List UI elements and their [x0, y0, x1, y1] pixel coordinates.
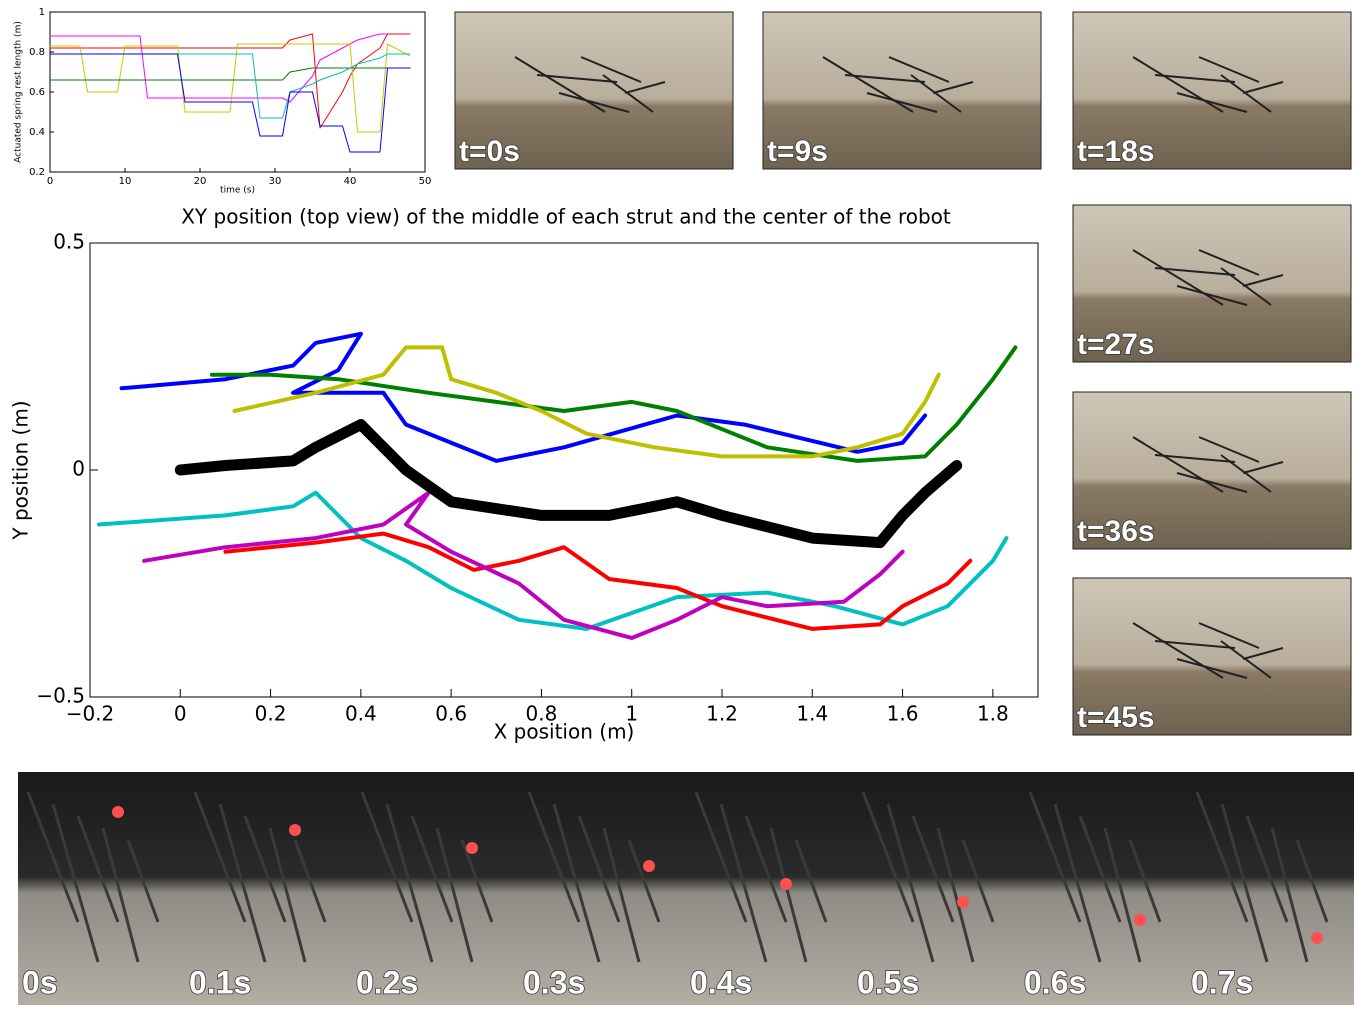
y-tick-label: 0.6	[29, 87, 45, 98]
x-axis-label: time (s)	[220, 186, 255, 196]
x-tick-label: 1.4	[796, 702, 828, 726]
x-tick-label: 0.6	[435, 702, 467, 726]
series-line	[122, 334, 926, 461]
x-tick-label: 20	[194, 176, 207, 187]
frame-label: 0.4s	[690, 964, 752, 1000]
marker	[1134, 914, 1146, 926]
frame-label: 0.7s	[1191, 964, 1253, 1000]
y-tick-label: 0.5	[53, 230, 85, 254]
y-tick-label: 0.8	[29, 47, 45, 58]
x-tick-label: 1.8	[977, 702, 1009, 726]
photo-label: t=27s	[1077, 328, 1155, 361]
y-tick-label: 0	[72, 457, 85, 481]
marker	[289, 824, 301, 836]
x-tick-label: 50	[419, 176, 432, 187]
chart-title: XY position (top view) of the middle of …	[181, 205, 951, 229]
figure: 0 10 20 30 40 50 0.2 0.4 0.6 0.8 1 time (s) Actuated…	[0, 0, 1354, 1005]
marker	[466, 842, 478, 854]
x-tick-label: 30	[269, 176, 282, 187]
frame-label: 0.2s	[356, 964, 418, 1000]
y-tick-label: 0.4	[29, 127, 45, 138]
y-tick-label: 1	[39, 7, 45, 18]
frame-label: 0s	[22, 964, 58, 1000]
x-tick-label: 10	[119, 176, 132, 187]
x-tick-label: 0	[174, 702, 187, 726]
series-line	[50, 54, 410, 152]
marker	[957, 896, 969, 908]
x-tick-label: 0.4	[345, 702, 377, 726]
marker	[780, 878, 792, 890]
series-line	[180, 425, 956, 543]
y-tick-label: −0.5	[36, 684, 85, 708]
x-tick-label: 1.2	[706, 702, 738, 726]
marker	[1311, 932, 1323, 944]
frame-label: 0.3s	[523, 964, 585, 1000]
series-line	[50, 68, 410, 80]
photo-label: t=0s	[459, 135, 520, 168]
x-tick-label: 0.2	[255, 702, 287, 726]
photo-label: t=9s	[767, 135, 828, 168]
marker	[643, 860, 655, 872]
photo-label: t=45s	[1077, 701, 1155, 734]
x-tick-label: 1.6	[887, 702, 919, 726]
y-axis-label: Actuated spring rest length (m)	[14, 21, 24, 163]
y-tick-label: 0.2	[29, 167, 45, 178]
y-axis-label: Y position (m)	[9, 400, 33, 540]
frame-label: 0.5s	[857, 964, 919, 1000]
photo-label: t=18s	[1077, 135, 1155, 168]
frame-label: 0.6s	[1024, 964, 1086, 1000]
photo-label: t=36s	[1077, 515, 1155, 548]
marker	[112, 806, 124, 818]
series-line	[50, 44, 410, 132]
frame-label: 0.1s	[189, 964, 251, 1000]
x-tick-label: 0	[47, 176, 53, 187]
x-tick-label: 40	[344, 176, 357, 187]
x-axis-label: X position (m)	[494, 720, 635, 744]
